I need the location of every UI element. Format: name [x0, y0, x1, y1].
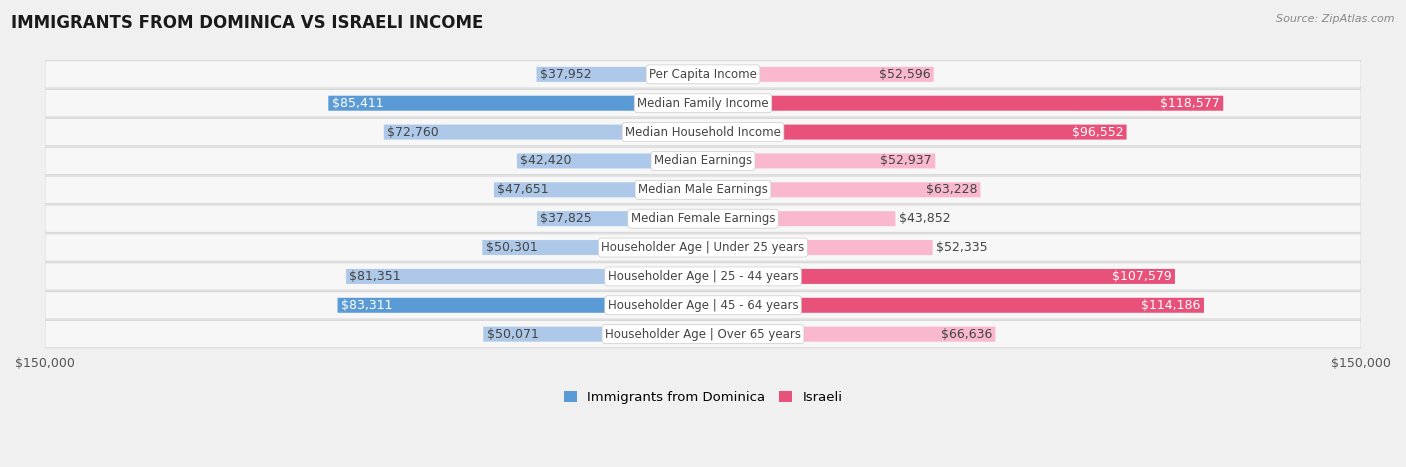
FancyBboxPatch shape: [484, 326, 703, 342]
Text: $85,411: $85,411: [332, 97, 384, 110]
FancyBboxPatch shape: [703, 269, 1175, 284]
FancyBboxPatch shape: [703, 326, 995, 342]
FancyBboxPatch shape: [45, 176, 1361, 204]
Text: IMMIGRANTS FROM DOMINICA VS ISRAELI INCOME: IMMIGRANTS FROM DOMINICA VS ISRAELI INCO…: [11, 14, 484, 32]
Text: Source: ZipAtlas.com: Source: ZipAtlas.com: [1277, 14, 1395, 24]
FancyBboxPatch shape: [337, 298, 703, 313]
Text: $72,760: $72,760: [387, 126, 439, 139]
FancyBboxPatch shape: [703, 211, 896, 226]
FancyBboxPatch shape: [45, 147, 1361, 175]
Text: Per Capita Income: Per Capita Income: [650, 68, 756, 81]
Text: $50,071: $50,071: [486, 328, 538, 340]
Text: Householder Age | Over 65 years: Householder Age | Over 65 years: [605, 328, 801, 340]
FancyBboxPatch shape: [703, 182, 980, 198]
FancyBboxPatch shape: [45, 291, 1361, 319]
Text: Median Earnings: Median Earnings: [654, 155, 752, 168]
FancyBboxPatch shape: [703, 240, 932, 255]
Text: Householder Age | Under 25 years: Householder Age | Under 25 years: [602, 241, 804, 254]
FancyBboxPatch shape: [703, 96, 1223, 111]
Text: $83,311: $83,311: [340, 299, 392, 312]
FancyBboxPatch shape: [45, 90, 1361, 117]
FancyBboxPatch shape: [45, 234, 1361, 261]
FancyBboxPatch shape: [703, 154, 935, 169]
FancyBboxPatch shape: [45, 118, 1361, 146]
Text: $47,651: $47,651: [498, 184, 548, 196]
FancyBboxPatch shape: [703, 67, 934, 82]
FancyBboxPatch shape: [328, 96, 703, 111]
Text: $43,852: $43,852: [898, 212, 950, 225]
Text: Median Female Earnings: Median Female Earnings: [631, 212, 775, 225]
FancyBboxPatch shape: [45, 61, 1361, 88]
Text: $37,952: $37,952: [540, 68, 592, 81]
Text: $81,351: $81,351: [350, 270, 401, 283]
FancyBboxPatch shape: [517, 154, 703, 169]
FancyBboxPatch shape: [494, 182, 703, 198]
Legend: Immigrants from Dominica, Israeli: Immigrants from Dominica, Israeli: [558, 386, 848, 410]
Text: $42,420: $42,420: [520, 155, 572, 168]
FancyBboxPatch shape: [703, 125, 1126, 140]
FancyBboxPatch shape: [45, 263, 1361, 290]
Text: $52,937: $52,937: [880, 155, 932, 168]
Text: $63,228: $63,228: [925, 184, 977, 196]
Text: $37,825: $37,825: [540, 212, 592, 225]
Text: Householder Age | 45 - 64 years: Householder Age | 45 - 64 years: [607, 299, 799, 312]
Text: Median Male Earnings: Median Male Earnings: [638, 184, 768, 196]
Text: Median Family Income: Median Family Income: [637, 97, 769, 110]
Text: $96,552: $96,552: [1071, 126, 1123, 139]
Text: $52,335: $52,335: [936, 241, 987, 254]
FancyBboxPatch shape: [537, 67, 703, 82]
FancyBboxPatch shape: [537, 211, 703, 226]
Text: Median Household Income: Median Household Income: [626, 126, 780, 139]
FancyBboxPatch shape: [703, 298, 1204, 313]
Text: $107,579: $107,579: [1112, 270, 1171, 283]
FancyBboxPatch shape: [346, 269, 703, 284]
Text: $114,186: $114,186: [1142, 299, 1201, 312]
Text: $52,596: $52,596: [879, 68, 931, 81]
FancyBboxPatch shape: [482, 240, 703, 255]
Text: $118,577: $118,577: [1160, 97, 1220, 110]
FancyBboxPatch shape: [384, 125, 703, 140]
FancyBboxPatch shape: [45, 320, 1361, 348]
Text: $50,301: $50,301: [485, 241, 537, 254]
Text: Householder Age | 25 - 44 years: Householder Age | 25 - 44 years: [607, 270, 799, 283]
FancyBboxPatch shape: [45, 205, 1361, 233]
Text: $66,636: $66,636: [941, 328, 993, 340]
